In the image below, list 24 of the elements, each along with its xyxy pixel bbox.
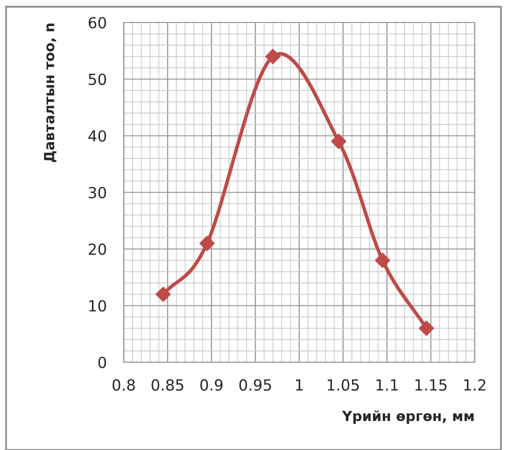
point (375, 252, 390, 268)
y-axis-title: Давталтын тоо, n (44, 24, 56, 162)
y-tick-label: 60 (88, 16, 106, 29)
y-tick-label: 0 (98, 356, 106, 368)
y-tick-label: 30 (88, 186, 106, 198)
y-tick-label: 50 (88, 74, 106, 86)
x-tick-label: 1.2 (464, 379, 486, 391)
x-tick-label: 1.1 (376, 379, 398, 391)
x-tick-label: 1.05 (328, 379, 359, 391)
x-tick-label: 0.85 (152, 379, 184, 391)
y-tick-label: 10 (89, 300, 106, 312)
x-tick-label: 0.9 (200, 379, 223, 391)
x-tick-label: 1.15 (416, 379, 446, 391)
point (156, 286, 171, 302)
x-tick-label: 1 (296, 379, 303, 391)
y-tick-label: 40 (88, 130, 106, 142)
x-axis-title: Үрийн өргөн, мм (342, 410, 474, 424)
point (265, 48, 280, 64)
point (418, 320, 434, 336)
x-tick-label: 0.95 (239, 379, 272, 391)
point (331, 134, 346, 149)
x-tick-label: 0.8 (112, 379, 135, 391)
y-tick-label: 20 (88, 243, 106, 256)
point (200, 236, 215, 251)
